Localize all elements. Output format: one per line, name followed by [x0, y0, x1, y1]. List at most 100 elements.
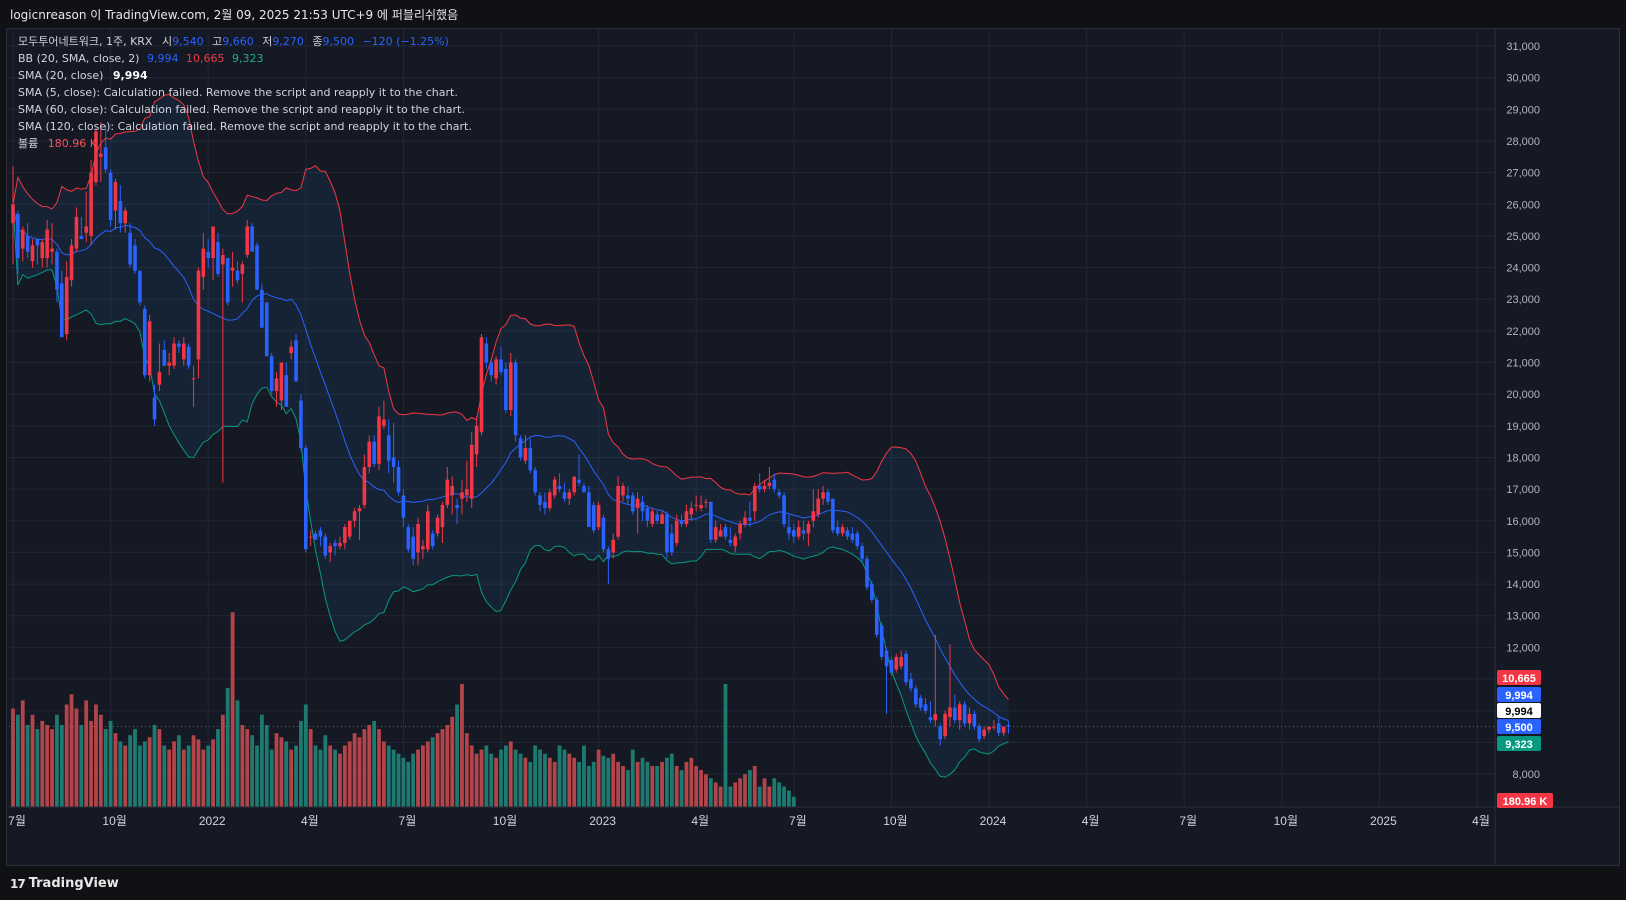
candle-body[interactable] [1001, 726, 1006, 733]
candle-body[interactable] [333, 542, 337, 547]
candle-body[interactable] [167, 362, 171, 366]
candle-body[interactable] [426, 511, 430, 550]
candle-body[interactable] [206, 251, 210, 259]
candle-body[interactable] [74, 216, 79, 249]
candle-body[interactable] [811, 511, 816, 521]
candle-body[interactable] [211, 226, 215, 259]
candle-body[interactable] [250, 226, 254, 252]
candle-body[interactable] [645, 508, 650, 521]
candle-body[interactable] [284, 375, 289, 407]
candle-body[interactable] [260, 289, 264, 328]
candle-body[interactable] [411, 536, 415, 559]
candle-body[interactable] [182, 343, 186, 360]
candle-body[interactable] [11, 204, 15, 224]
candle-body[interactable] [694, 504, 698, 506]
candle-body[interactable] [50, 248, 54, 252]
candle-body[interactable] [640, 501, 645, 512]
candle-body[interactable] [840, 527, 845, 534]
candle-body[interactable] [816, 498, 820, 515]
candle-body[interactable] [660, 514, 664, 524]
candle-body[interactable] [884, 650, 889, 667]
candle-body[interactable] [743, 517, 747, 524]
candle-body[interactable] [709, 501, 713, 540]
candle-body[interactable] [221, 254, 225, 265]
candle-body[interactable] [489, 362, 494, 376]
candle-body[interactable] [455, 504, 459, 509]
candle-body[interactable] [138, 270, 142, 303]
candle-body[interactable] [216, 242, 220, 274]
candle-body[interactable] [133, 245, 137, 271]
candle-body[interactable] [777, 492, 781, 496]
candle-body[interactable] [855, 533, 860, 547]
candle-body[interactable] [689, 508, 694, 515]
candle-body[interactable] [845, 530, 850, 537]
candle-body[interactable] [782, 495, 786, 524]
candle-body[interactable] [142, 308, 147, 376]
candle-body[interactable] [352, 511, 357, 521]
legend-sma60-row[interactable]: SMA (60, close): Calculation failed. Rem… [18, 103, 465, 116]
candle-body[interactable] [835, 527, 840, 534]
candle-body[interactable] [479, 337, 484, 433]
candle-body[interactable] [543, 501, 547, 509]
candle-body[interactable] [538, 495, 542, 505]
candle-body[interactable] [40, 242, 45, 259]
candle-body[interactable] [152, 397, 157, 420]
candle-body[interactable] [308, 536, 313, 538]
chart-panel[interactable]: 31,000 30,000 29,000 28,000 27,000 26,000 25,0… [6, 28, 1620, 866]
candle-body[interactable] [923, 704, 928, 711]
candle-body[interactable] [89, 172, 93, 236]
candle-body[interactable] [977, 726, 982, 740]
candle-body[interactable] [186, 346, 191, 366]
candle-body[interactable] [948, 707, 952, 718]
candle-body[interactable] [1006, 725, 1011, 727]
candle-body[interactable] [821, 492, 825, 499]
candle-body[interactable] [430, 533, 435, 547]
candle-body[interactable] [616, 485, 620, 537]
candle-body[interactable] [850, 533, 855, 540]
candle-body[interactable] [20, 229, 25, 249]
candle-body[interactable] [450, 485, 454, 496]
candle-body[interactable] [982, 729, 986, 737]
candle-body[interactable] [962, 704, 967, 724]
candle-body[interactable] [870, 584, 874, 600]
candle-body[interactable] [831, 498, 835, 531]
candle-body[interactable] [918, 698, 923, 708]
candle-body[interactable] [518, 438, 523, 458]
candle-body[interactable] [728, 539, 733, 543]
candle-body[interactable] [386, 435, 391, 461]
candle-body[interactable] [996, 723, 1001, 733]
candle-body[interactable] [367, 441, 372, 467]
candle-body[interactable] [635, 498, 640, 509]
candle-body[interactable] [596, 504, 601, 528]
candle-body[interactable] [806, 523, 811, 534]
candle-body[interactable] [25, 235, 30, 252]
candle-body[interactable] [465, 489, 469, 496]
candle-body[interactable] [435, 517, 440, 534]
candle-body[interactable] [391, 457, 396, 467]
candle-body[interactable] [914, 688, 918, 705]
candle-body[interactable] [416, 523, 420, 553]
bollinger-upper-line[interactable] [12, 93, 1009, 700]
candle-body[interactable] [103, 147, 108, 170]
candle-body[interactable] [372, 441, 376, 464]
candle-body[interactable] [357, 508, 362, 512]
legend-sma20-row[interactable]: SMA (20, close) 9,994 [18, 67, 472, 84]
candle-body[interactable] [445, 479, 450, 505]
candle-body[interactable] [879, 625, 884, 657]
candle-body[interactable] [670, 533, 674, 553]
candle-body[interactable] [460, 492, 464, 499]
candle-body[interactable] [279, 362, 284, 401]
candle-body[interactable] [225, 258, 230, 303]
candle-body[interactable] [562, 492, 567, 499]
candle-body[interactable] [874, 599, 879, 635]
candle-body[interactable] [274, 378, 279, 392]
candle-body[interactable] [343, 527, 347, 543]
candle-body[interactable] [894, 656, 899, 670]
candle-body[interactable] [626, 495, 630, 499]
candle-body[interactable] [577, 479, 581, 483]
candle-body[interactable] [440, 504, 445, 528]
candle-body[interactable] [30, 245, 35, 262]
legend-sma5-row[interactable]: SMA (5, close): Calculation failed. Remo… [18, 86, 458, 99]
candle-body[interactable] [928, 717, 933, 721]
candle-body[interactable] [16, 213, 20, 259]
